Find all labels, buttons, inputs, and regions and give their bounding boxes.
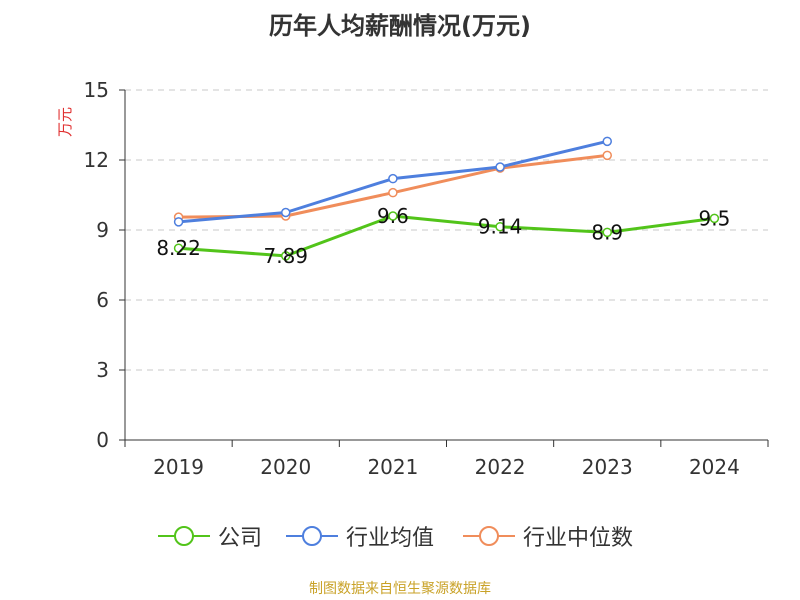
legend-item-company[interactable]: 公司 [158,518,262,554]
x-tick-label: 2024 [689,455,740,479]
y-tick-label: 3 [96,358,109,382]
chart-title: 历年人均薪酬情况(万元) [269,12,531,40]
x-tick-label: 2021 [367,455,418,479]
legend-item-industry-median[interactable]: 行业中位数 [463,518,633,554]
legend-marker-company [158,526,210,546]
series-line-0 [178,214,715,258]
grid-layer [125,89,768,371]
axis-layer: 0 3 6 9 12 15 2019 2020 2021 2022 2023 2024 万元 [56,78,769,479]
y-tick-label: 15 [84,78,109,102]
legend-label-industry-mean: 行业均值 [346,526,435,551]
source-note: 制图数据来自恒生聚源数据库 [309,581,491,597]
legend-label-company: 公司 [218,526,263,551]
data-point-series-0 [173,243,184,253]
data-point-series-1 [602,136,612,147]
data-point-series-1 [388,173,398,184]
legend-label-industry-median: 行业中位数 [523,526,634,551]
series-layer [173,136,720,261]
x-tick-label: 2022 [475,455,526,479]
y-tick-label: 12 [84,148,109,172]
data-point-series-0 [281,251,291,261]
data-label: 8.9 [591,220,623,244]
y-tick-label: 9 [96,218,109,242]
y-tick-label: 0 [96,428,109,452]
data-label: 9.14 [478,215,523,239]
data-point-series-1 [281,207,291,218]
data-label: 8.22 [156,236,201,260]
data-label: 9.6 [377,204,409,228]
data-label: 7.89 [263,244,308,268]
data-point-series-0 [709,213,720,224]
data-point-series-0 [602,227,612,238]
legend-item-industry-mean[interactable]: 行业均值 [286,518,434,554]
legend-marker-industry-median [463,526,515,546]
x-tick-label: 2020 [260,455,311,479]
y-tick-label: 6 [96,288,109,312]
x-tick-label: 2023 [582,455,633,479]
data-point-series-0 [495,221,505,232]
data-point-series-1 [495,162,505,172]
legend-marker-industry-mean [286,526,338,546]
data-point-series-2 [602,150,612,161]
label-layer: 8.22 7.89 9.6 9.14 8.9 9.5 [156,204,730,268]
y-axis-label: 万元 [56,107,74,137]
x-tick-label: 2019 [153,455,204,479]
data-point-series-0 [388,211,398,221]
data-point-series-2 [388,187,398,198]
data-label: 9.5 [699,206,731,230]
data-point-series-1 [173,217,184,227]
